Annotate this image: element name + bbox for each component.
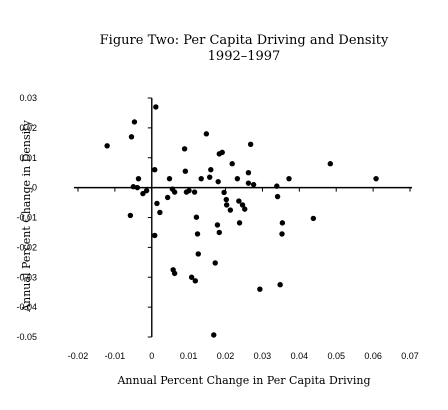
y-tick-label: 0	[32, 183, 37, 193]
data-point	[193, 214, 200, 220]
x-tick-label: -0.02	[68, 351, 89, 361]
data-point	[153, 104, 159, 110]
y-tick-labels: 0.03 0.02 0.01 0 -0.01 -0.02 -0.03 -0.04 -0.05	[16, 93, 37, 342]
y-tick-label: -0.05	[16, 332, 37, 342]
data-point	[127, 212, 134, 219]
data-point	[134, 184, 141, 191]
data-point	[194, 231, 201, 237]
data-point	[221, 189, 227, 196]
x-tick-label: 0.02	[217, 351, 235, 361]
data-point	[229, 161, 235, 167]
data-point	[154, 200, 160, 207]
data-point	[279, 231, 285, 237]
x-tick-label: 0.07	[401, 351, 419, 361]
data-point	[182, 168, 189, 174]
data-point	[157, 209, 163, 216]
data-point	[188, 274, 195, 280]
data-point	[206, 174, 213, 180]
data-point	[143, 187, 150, 194]
data-point	[214, 222, 221, 228]
data-point	[250, 181, 257, 188]
data-point	[274, 193, 281, 200]
data-point	[227, 207, 234, 213]
y-tick-label: -0.03	[16, 272, 37, 282]
y-tick-label: 0.02	[19, 123, 37, 133]
x-tick-label: 0	[149, 351, 154, 361]
y-tick-label: -0.02	[16, 242, 37, 252]
data-point	[171, 189, 178, 195]
data-point	[239, 202, 246, 208]
x-tick-label: -0.01	[105, 351, 126, 361]
data-point	[219, 149, 225, 156]
y-tick-label: 0.03	[19, 93, 37, 103]
data-point	[152, 232, 158, 239]
chart-subtitle: 1992–1997	[208, 49, 281, 64]
data-point	[152, 167, 158, 173]
chart-title: Figure Two: Per Capita Driving and Densi…	[100, 33, 389, 48]
data-point	[135, 175, 142, 182]
data-point	[223, 202, 230, 208]
data-point	[203, 131, 210, 137]
y-axis-label: Annual Percent Change in Density	[20, 119, 33, 312]
data-point	[236, 220, 243, 226]
x-tick-label: 0.05	[327, 351, 345, 361]
data-point	[140, 190, 146, 197]
data-point	[166, 175, 173, 182]
data-point	[164, 194, 171, 201]
data-point	[327, 161, 334, 167]
data-point	[277, 282, 283, 288]
y-tick-label: 0.01	[19, 153, 37, 163]
data-point	[131, 119, 138, 125]
x-tick-label: 0.03	[254, 351, 272, 361]
data-point	[212, 260, 218, 266]
data-point	[215, 178, 221, 185]
data-point	[247, 141, 254, 148]
data-point	[216, 229, 222, 236]
x-tick-label: 0.04	[291, 351, 309, 361]
data-point	[192, 278, 199, 284]
data-point	[128, 134, 135, 140]
data-point	[186, 187, 192, 194]
x-tick-label: 0.06	[364, 351, 382, 361]
y-tick-label: -0.01	[16, 213, 37, 223]
data-point	[310, 215, 317, 222]
data-point	[198, 175, 204, 182]
data-point	[191, 189, 198, 195]
x-tick-label: 0.01	[180, 351, 198, 361]
y-tick-label: -0.04	[16, 302, 37, 312]
data-point	[242, 206, 248, 212]
axes	[74, 97, 412, 338]
data-point	[279, 220, 286, 226]
data-point	[223, 196, 229, 203]
data-point	[130, 184, 137, 190]
x-axis-label: Annual Percent Change in Per Capita Driv…	[116, 374, 370, 387]
data-point	[236, 198, 242, 204]
data-point	[274, 183, 280, 189]
data-point	[211, 332, 217, 338]
data-point	[181, 146, 188, 152]
data-point	[373, 175, 379, 182]
data-point	[208, 167, 214, 173]
data-point	[234, 175, 241, 182]
x-tick-labels: -0.02 -0.01 0 0.01 0.02 0.03 0.04 0.05 0.06 0.07	[68, 351, 419, 361]
data-point	[286, 175, 292, 182]
data-point	[257, 286, 263, 292]
data-point	[104, 143, 110, 149]
data-point	[245, 169, 252, 176]
data-point	[195, 251, 201, 257]
data-point	[171, 270, 178, 277]
data-point	[245, 180, 252, 186]
data-points	[104, 104, 379, 338]
